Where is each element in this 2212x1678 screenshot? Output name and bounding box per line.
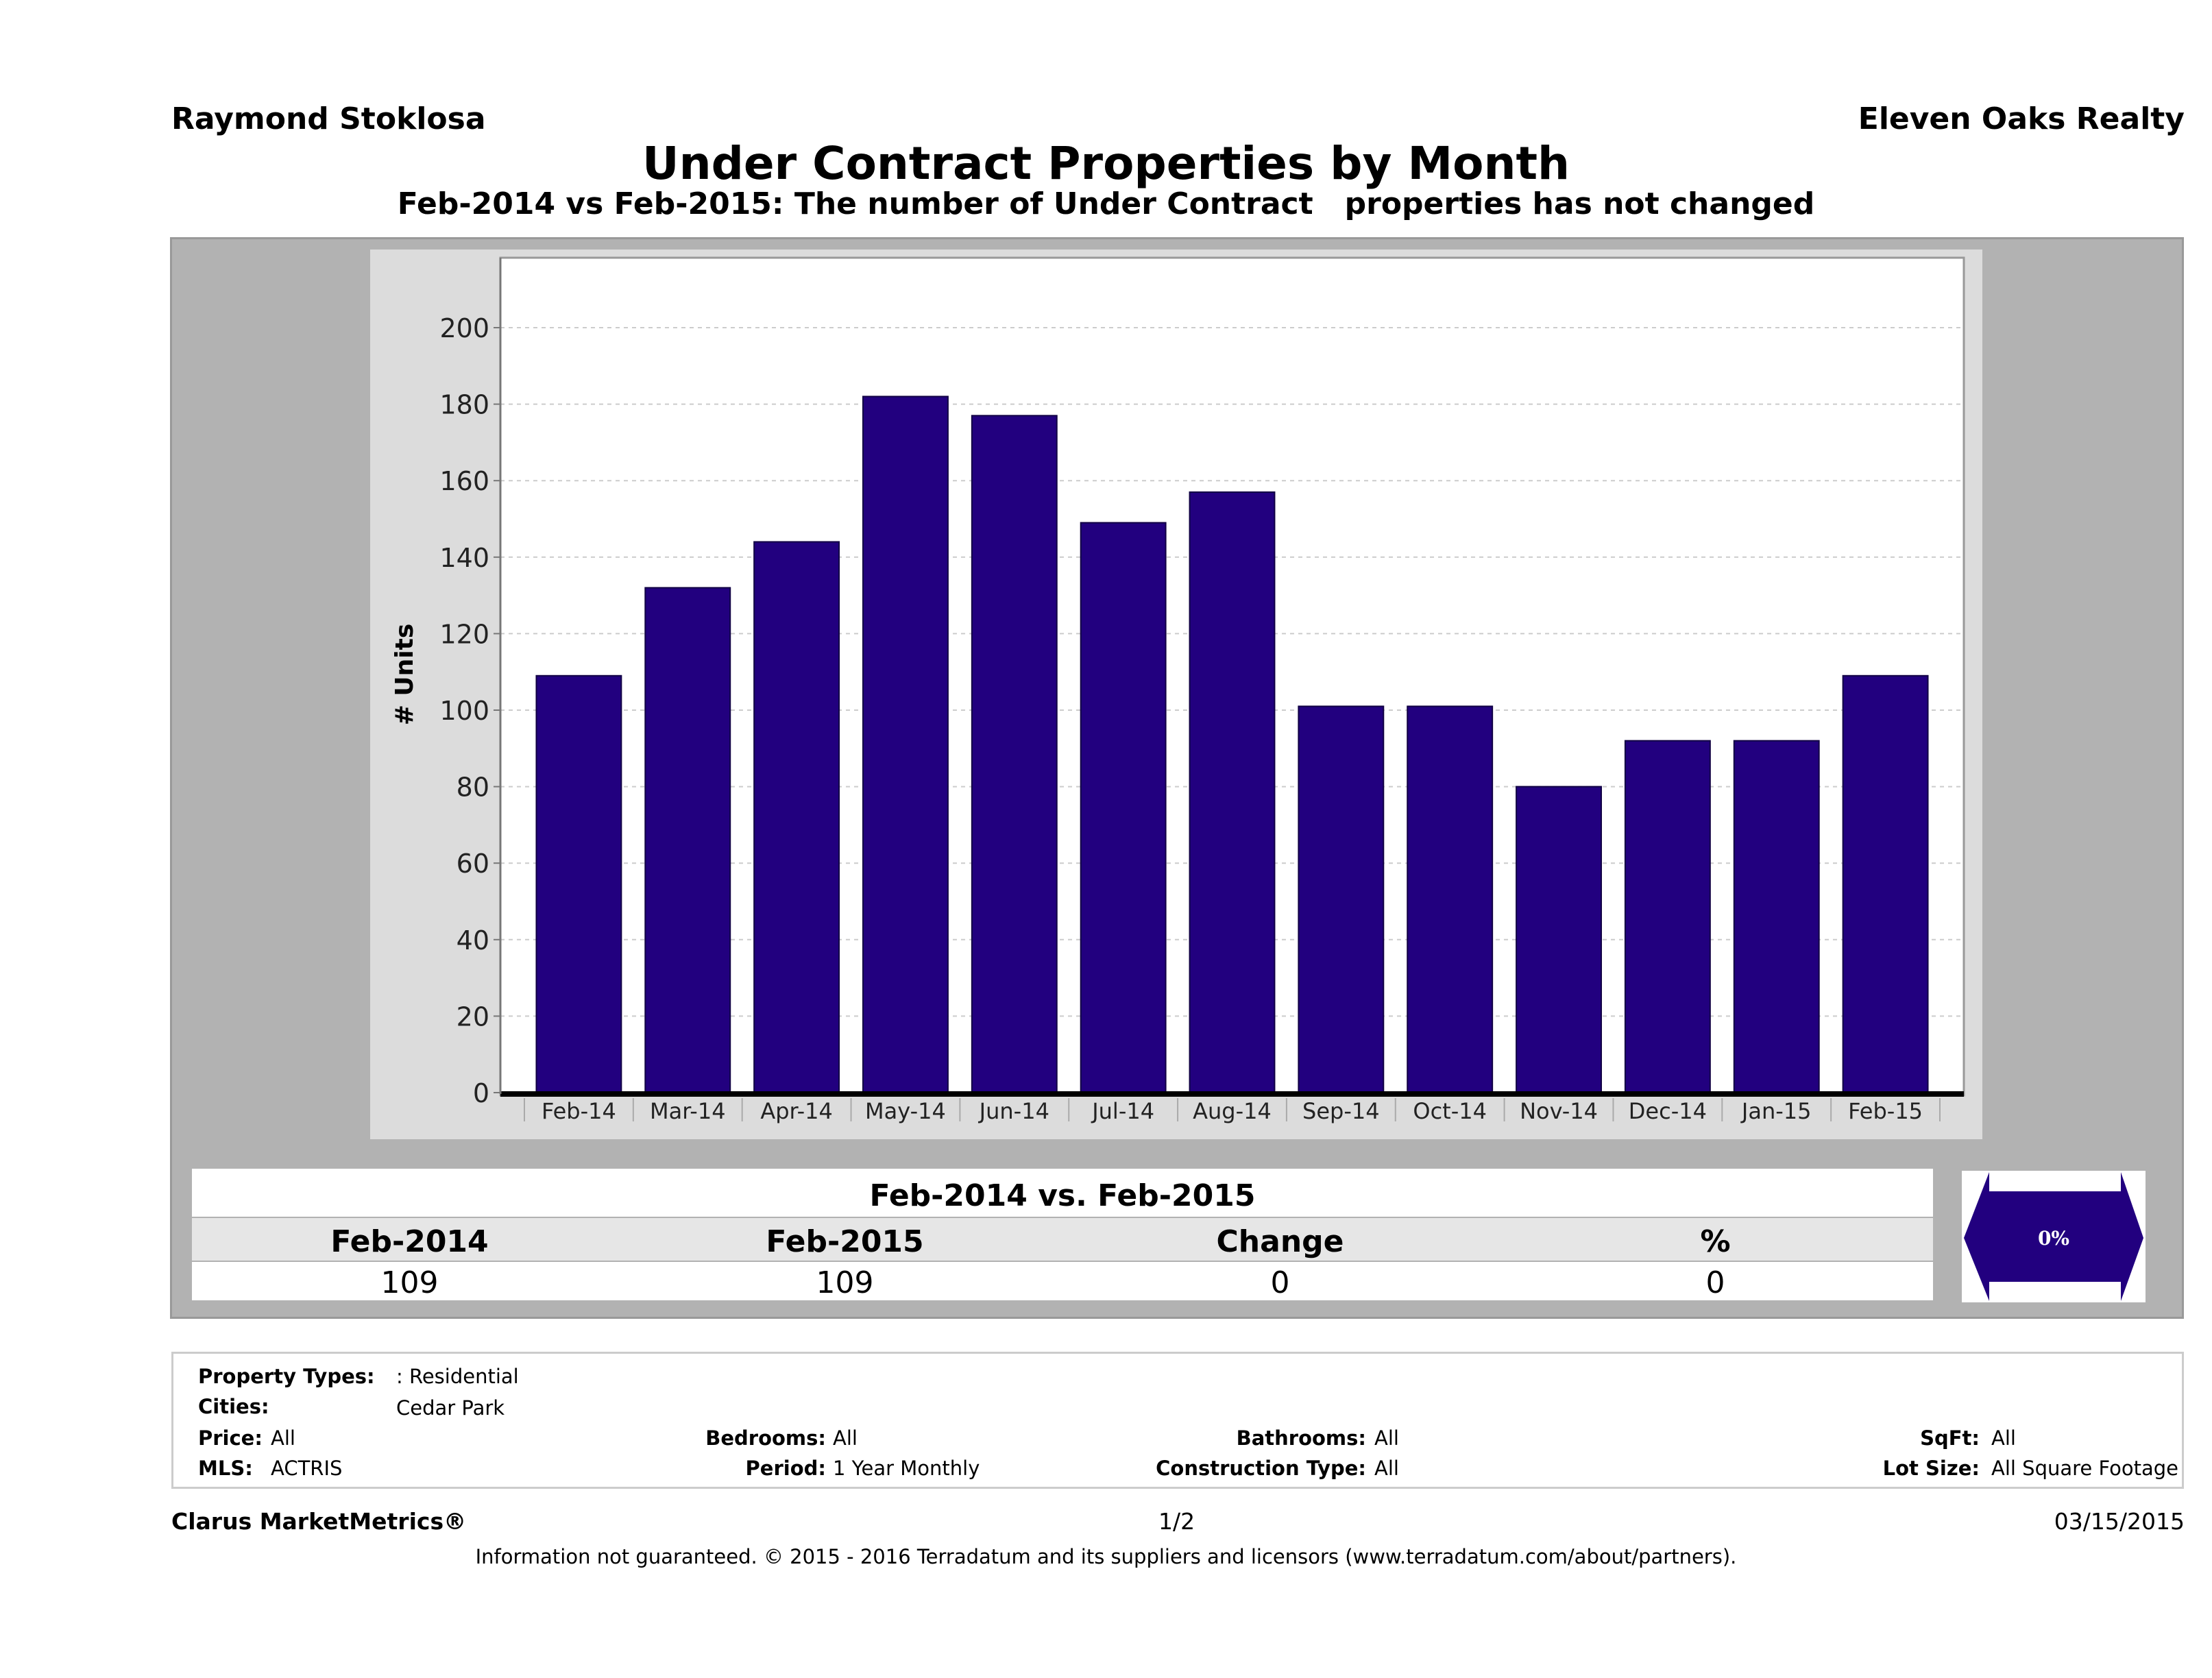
- filter-summary: Property Types: : Residential Cities: Ce…: [171, 1352, 2184, 1489]
- report-subtitle: Feb-2014 vs Feb-2015: The number of Unde…: [397, 186, 1815, 221]
- x-tick-label: Jan-15: [1740, 1098, 1812, 1124]
- y-axis-ticks: 0 20 40 60 80 100 120 140 160 180 200: [439, 313, 500, 1108]
- bar-may-14: [862, 396, 949, 1093]
- bar-oct-14: [1407, 705, 1494, 1093]
- x-tick-label: Feb-14: [542, 1098, 616, 1124]
- x-tick-label: May-14: [865, 1098, 946, 1124]
- y-tick-label: 160: [439, 466, 489, 496]
- comparison-header-row: Feb-2014 Feb-2015 Change %: [192, 1218, 1933, 1261]
- bars: [535, 396, 1929, 1094]
- x-tick-label: Oct-14: [1413, 1098, 1487, 1124]
- bar-sep-14: [1298, 705, 1385, 1093]
- x-tick-label: Jun-14: [978, 1098, 1049, 1124]
- value-feb-2015: 109: [816, 1265, 874, 1300]
- bar-mar-14: [644, 587, 731, 1093]
- bar-apr-14: [753, 541, 840, 1094]
- double-arrow-icon: [1964, 1172, 2143, 1301]
- report-title: Under Contract Properties by Month: [642, 137, 1570, 190]
- comparison-heading: Feb-2014 vs. Feb-2015: [192, 1169, 1933, 1217]
- property-types-value: : Residential: [396, 1365, 519, 1388]
- bar-chart: 0 20 40 60 80 100 120 140 160 180 200 Feb-14 Mar-14…: [391, 256, 1965, 1124]
- company-name: Eleven Oaks Realty: [1858, 101, 2185, 136]
- x-tick-label: Apr-14: [760, 1098, 833, 1124]
- x-tick-label: Nov-14: [1520, 1098, 1598, 1124]
- x-tick-label: Feb-15: [1848, 1098, 1923, 1124]
- construction-type-value: All: [1374, 1457, 1399, 1480]
- y-tick-label: 40: [457, 925, 489, 956]
- sqft-value: All: [1991, 1426, 2016, 1450]
- report-date: 03/15/2015: [2054, 1508, 2185, 1535]
- col-change: Change: [1216, 1224, 1344, 1259]
- comparison-value-row: 109 109 0 0: [192, 1262, 1933, 1300]
- y-tick-label: 60: [457, 849, 489, 879]
- col-feb-2014: Feb-2014: [330, 1224, 489, 1259]
- lot-size-label: Lot Size:: [1882, 1457, 1980, 1480]
- mls-value: ACTRIS: [271, 1457, 343, 1480]
- y-tick-label: 0: [473, 1078, 489, 1108]
- agent-name: Raymond Stoklosa: [171, 101, 486, 136]
- value-percent: 0: [1705, 1265, 1725, 1300]
- bar-feb-15: [1842, 674, 1929, 1093]
- col-percent: %: [1700, 1224, 1731, 1259]
- y-tick-label: 20: [457, 1001, 489, 1032]
- bar-jan-15: [1733, 740, 1820, 1093]
- period-value: 1 Year Monthly: [833, 1457, 980, 1480]
- cities-label: Cities:: [198, 1395, 269, 1418]
- y-tick-label: 80: [457, 773, 489, 803]
- y-tick-label: 140: [439, 543, 489, 573]
- bar-feb-14: [535, 674, 622, 1093]
- cities-value: Cedar Park: [396, 1396, 505, 1420]
- y-tick-label: 200: [439, 313, 489, 343]
- y-axis-label: # Units: [391, 624, 419, 726]
- bathrooms-value: All: [1374, 1426, 1399, 1450]
- badge-label: 0%: [2038, 1227, 2069, 1250]
- price-value: All: [271, 1426, 295, 1450]
- y-tick-label: 120: [439, 619, 489, 649]
- bathrooms-label: Bathrooms:: [1236, 1426, 1366, 1450]
- bar-jun-14: [971, 415, 1058, 1093]
- x-tick-label: Aug-14: [1193, 1098, 1272, 1124]
- mls-label: MLS:: [198, 1457, 253, 1480]
- x-axis-ticks: Feb-14 Mar-14 Apr-14 May-14 Jun-14 Jul-14 Aug-…: [524, 1098, 1941, 1124]
- gridlines: [500, 327, 1964, 1017]
- bar-dec-14: [1624, 740, 1711, 1093]
- bedrooms-value: All: [833, 1426, 858, 1450]
- y-tick-label: 100: [439, 696, 489, 726]
- x-tick-label: Dec-14: [1629, 1098, 1707, 1124]
- construction-type-label: Construction Type:: [1156, 1457, 1366, 1480]
- x-tick-label: Jul-14: [1091, 1098, 1154, 1124]
- sqft-label: SqFt:: [1920, 1426, 1980, 1450]
- col-feb-2015: Feb-2015: [766, 1224, 924, 1259]
- page-number: 1/2: [1158, 1508, 1195, 1535]
- x-tick-label: Sep-14: [1302, 1098, 1380, 1124]
- period-label: Period:: [745, 1457, 826, 1480]
- change-badge: 0%: [1962, 1171, 2146, 1302]
- bedrooms-label: Bedrooms:: [705, 1426, 826, 1450]
- brand-name: Clarus MarketMetrics®: [171, 1508, 467, 1535]
- bar-jul-14: [1080, 522, 1167, 1093]
- bar-aug-14: [1189, 491, 1276, 1093]
- y-tick-label: 180: [439, 390, 489, 420]
- x-tick-label: Mar-14: [650, 1098, 726, 1124]
- value-change: 0: [1270, 1265, 1290, 1300]
- price-label: Price:: [198, 1426, 263, 1450]
- disclaimer: Information not guaranteed. © 2015 - 201…: [475, 1545, 1737, 1568]
- lot-size-value: All Square Footage: [1991, 1457, 2179, 1480]
- value-feb-2014: 109: [380, 1265, 439, 1300]
- bar-nov-14: [1516, 786, 1602, 1093]
- property-types-label: Property Types:: [198, 1365, 375, 1388]
